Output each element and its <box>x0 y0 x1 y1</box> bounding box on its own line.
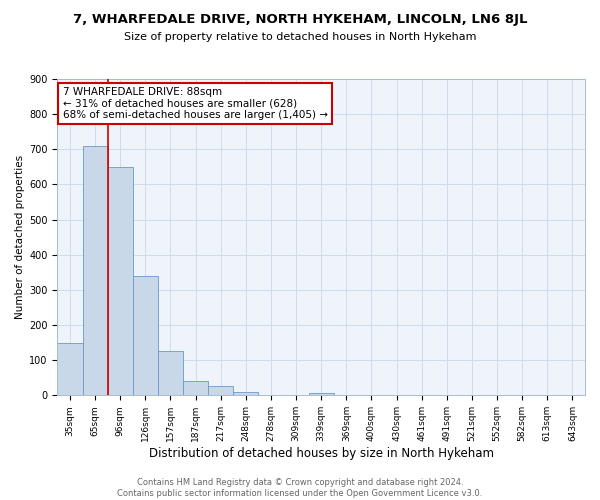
X-axis label: Distribution of detached houses by size in North Hykeham: Distribution of detached houses by size … <box>149 447 494 460</box>
Text: Contains HM Land Registry data © Crown copyright and database right 2024.
Contai: Contains HM Land Registry data © Crown c… <box>118 478 482 498</box>
Bar <box>107 167 133 396</box>
Text: Size of property relative to detached houses in North Hykeham: Size of property relative to detached ho… <box>124 32 476 42</box>
Bar <box>58 342 83 396</box>
Y-axis label: Number of detached properties: Number of detached properties <box>15 155 25 319</box>
Bar <box>83 146 107 396</box>
Bar <box>308 392 334 396</box>
Text: 7, WHARFEDALE DRIVE, NORTH HYKEHAM, LINCOLN, LN6 8JL: 7, WHARFEDALE DRIVE, NORTH HYKEHAM, LINC… <box>73 12 527 26</box>
Bar <box>158 352 183 396</box>
Bar <box>208 386 233 396</box>
Bar <box>133 276 158 396</box>
Bar <box>233 392 259 396</box>
Bar <box>183 382 208 396</box>
Text: 7 WHARFEDALE DRIVE: 88sqm
← 31% of detached houses are smaller (628)
68% of semi: 7 WHARFEDALE DRIVE: 88sqm ← 31% of detac… <box>62 87 328 120</box>
